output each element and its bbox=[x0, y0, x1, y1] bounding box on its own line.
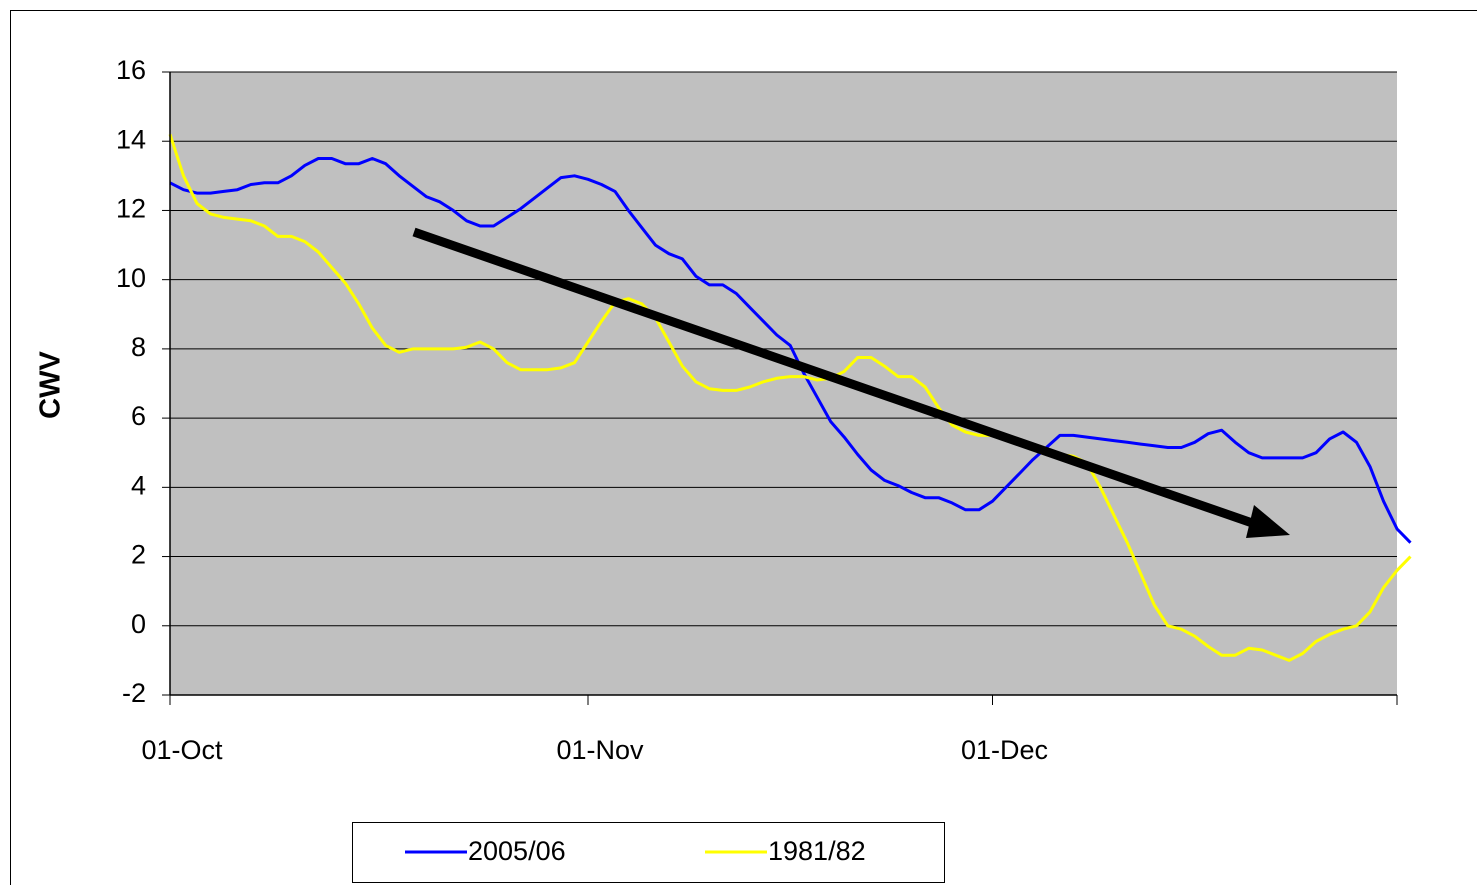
x-tick-label: 01-Dec bbox=[961, 735, 1048, 765]
legend-label: 2005/06 bbox=[468, 836, 566, 866]
arrow-head bbox=[1246, 505, 1290, 538]
series-line bbox=[168, 133, 1412, 662]
y-axis-label: CWV bbox=[35, 351, 67, 419]
legend-entries: 2005/06 1981/82 bbox=[405, 836, 866, 866]
arrow-shaft bbox=[412, 227, 1260, 530]
y-tick-label: 10 bbox=[116, 263, 146, 293]
y-tick-label: 14 bbox=[116, 124, 146, 154]
legend-label: 1981/82 bbox=[768, 836, 866, 866]
y-tick-label: 0 bbox=[131, 609, 146, 639]
x-tick-label: 01-Nov bbox=[556, 735, 644, 765]
y-tick-label: 2 bbox=[131, 540, 146, 570]
y-tick-label: -2 bbox=[122, 678, 146, 708]
x-tick-label: 01-Oct bbox=[141, 735, 223, 765]
lines bbox=[168, 133, 1412, 662]
plot-area bbox=[170, 72, 1397, 695]
y-tick-label: 12 bbox=[116, 194, 146, 224]
y-tick-label: 8 bbox=[131, 332, 146, 362]
trend-arrow bbox=[412, 227, 1290, 538]
y-tick-label: 6 bbox=[131, 401, 146, 431]
series-line bbox=[169, 157, 1412, 544]
y-tick-label: 16 bbox=[116, 55, 146, 85]
y-tick-label: 4 bbox=[131, 470, 146, 500]
